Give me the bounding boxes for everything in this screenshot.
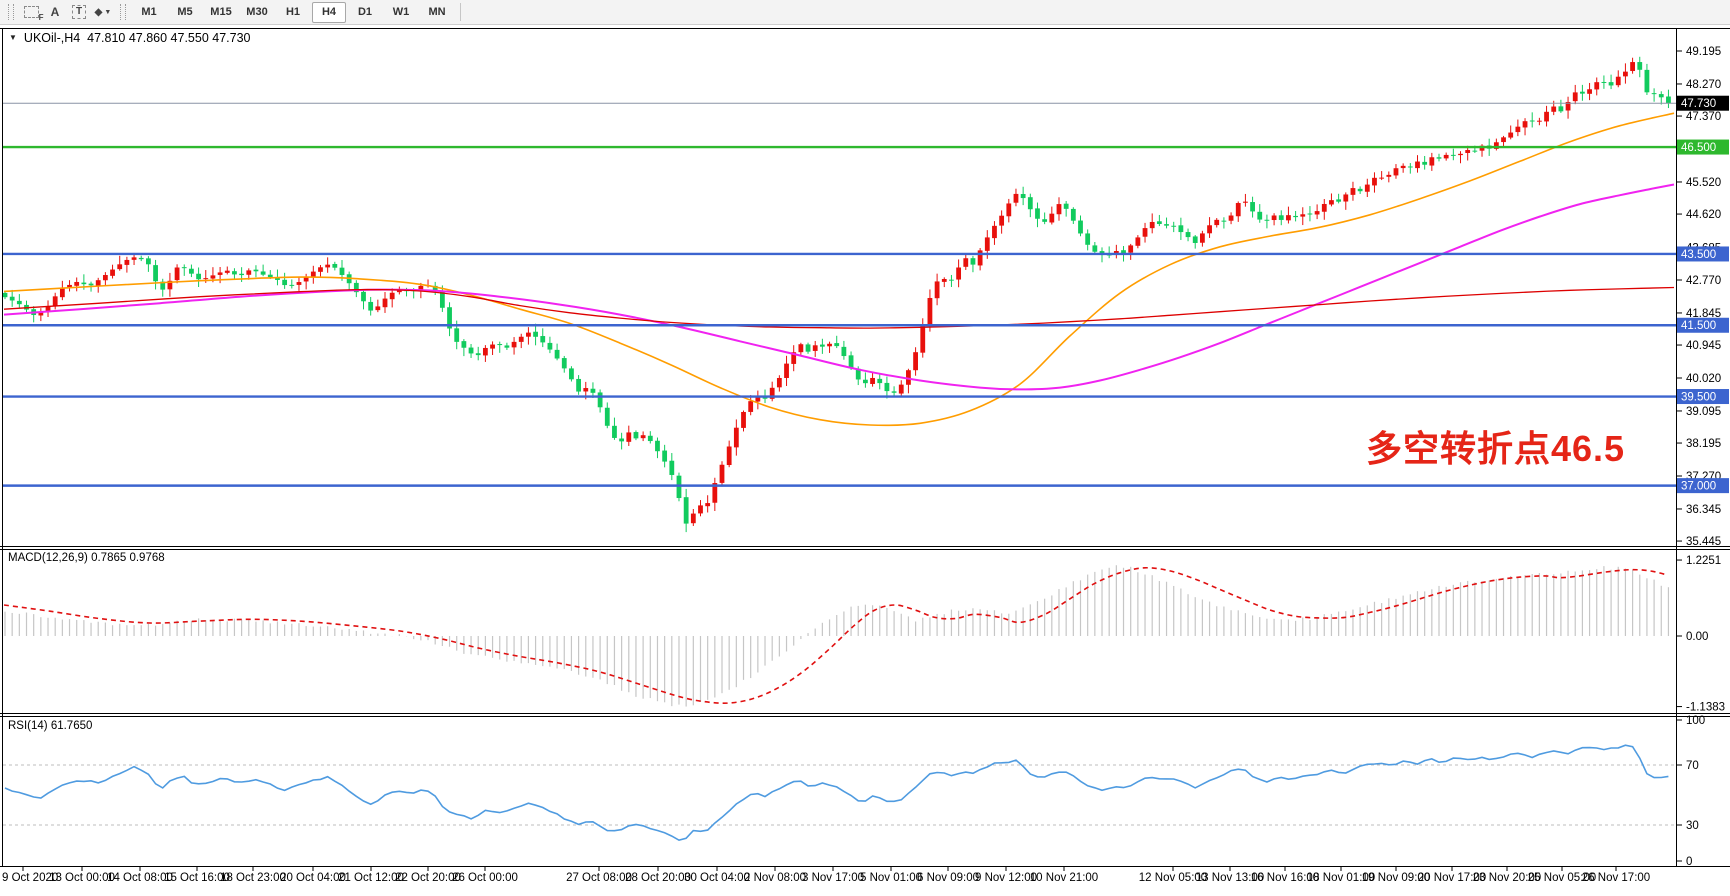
ma-orange-line	[3, 112, 1675, 427]
timeframe-button-M1[interactable]: M1	[141, 6, 157, 18]
svg-text:26 Oct 00:00: 26 Oct 00:00	[452, 872, 518, 884]
svg-text:28 Oct 20:00: 28 Oct 20:00	[625, 872, 691, 884]
toolbar-grip-2[interactable]	[120, 4, 126, 20]
svg-text:23 Nov 20:00: 23 Nov 20:00	[1473, 872, 1541, 884]
timeframe-button-H1[interactable]: H1	[285, 6, 301, 18]
svg-text:46.500: 46.500	[1681, 142, 1716, 154]
dropdown-caret-icon: ▼	[104, 8, 112, 16]
pane-frames	[0, 28, 1730, 867]
macd-signal-line	[3, 566, 1669, 705]
svg-text:41.845: 41.845	[1686, 308, 1721, 320]
text-label-icon: A	[50, 5, 60, 19]
svg-text:0.00: 0.00	[1686, 631, 1708, 643]
timeframe-button-H4[interactable]: H4	[312, 1, 346, 23]
svg-text:18 Nov 01:00: 18 Nov 01:00	[1307, 872, 1375, 884]
svg-text:70: 70	[1686, 760, 1699, 772]
svg-text:20 Nov 17:00: 20 Nov 17:00	[1418, 872, 1486, 884]
svg-text:45.520: 45.520	[1686, 177, 1721, 189]
svg-text:27 Oct 08:00: 27 Oct 08:00	[566, 872, 632, 884]
svg-text:37.000: 37.000	[1681, 481, 1716, 493]
svg-text:39.500: 39.500	[1681, 392, 1716, 404]
fibonacci-tool-button[interactable]: F	[21, 2, 44, 22]
svg-text:0: 0	[1686, 856, 1692, 868]
svg-text:40.020: 40.020	[1686, 373, 1721, 385]
svg-text:22 Oct 20:00: 22 Oct 20:00	[395, 872, 461, 884]
svg-text:16 Nov 16:00: 16 Nov 16:00	[1251, 872, 1319, 884]
timeframe-button-D1[interactable]: D1	[357, 6, 373, 18]
svg-text:13 Nov 13:00: 13 Nov 13:00	[1196, 872, 1264, 884]
macd-histogram	[4, 565, 1670, 707]
chart-canvas[interactable]: 49.19548.27047.37045.52044.62043.68542.7…	[0, 28, 1730, 896]
svg-text:20 Oct 04:00: 20 Oct 04:00	[280, 872, 346, 884]
svg-text:18 Oct 23:00: 18 Oct 23:00	[220, 872, 286, 884]
svg-text:42.770: 42.770	[1686, 275, 1721, 287]
svg-text:39.095: 39.095	[1686, 406, 1721, 418]
svg-text:10 Nov 21:00: 10 Nov 21:00	[1030, 872, 1098, 884]
svg-text:-1.1383: -1.1383	[1686, 702, 1725, 714]
svg-text:44.620: 44.620	[1686, 209, 1721, 221]
timeframe-button-group: M1 M5 M15 M30 H1 H4 D1 W1 MN	[131, 1, 455, 23]
svg-text:21 Oct 12:00: 21 Oct 12:00	[338, 872, 404, 884]
svg-text:30 Oct 04:00: 30 Oct 04:00	[684, 872, 750, 884]
timeframe-button-M5[interactable]: M5	[177, 6, 193, 18]
svg-text:35.445: 35.445	[1686, 536, 1721, 548]
svg-text:48.270: 48.270	[1686, 79, 1721, 91]
svg-text:9 Nov 12:00: 9 Nov 12:00	[975, 872, 1037, 884]
svg-text:9 Oct 2020: 9 Oct 2020	[2, 872, 58, 884]
svg-text:2 Nov 08:00: 2 Nov 08:00	[744, 872, 806, 884]
svg-text:26 Nov 17:00: 26 Nov 17:00	[1582, 872, 1650, 884]
svg-text:30: 30	[1686, 820, 1699, 832]
svg-text:38.195: 38.195	[1686, 438, 1721, 450]
timeframe-button-M15[interactable]: M15	[210, 6, 232, 18]
timeframe-button-MN[interactable]: MN	[428, 6, 446, 18]
fibonacci-icon: F	[23, 6, 44, 22]
svg-text:3 Nov 17:00: 3 Nov 17:00	[802, 872, 864, 884]
svg-text:47.730: 47.730	[1681, 98, 1716, 110]
text-tool-icon: T	[71, 5, 87, 19]
svg-text:19 Nov 09:00: 19 Nov 09:00	[1362, 872, 1430, 884]
svg-text:1.2251: 1.2251	[1686, 555, 1721, 567]
text-tool-button[interactable]: T	[69, 2, 89, 22]
arrow-tools-button[interactable]: ◆ ▼	[93, 2, 113, 22]
svg-text:43.500: 43.500	[1681, 249, 1716, 261]
svg-text:41.500: 41.500	[1681, 320, 1716, 332]
svg-text:6 Nov 09:00: 6 Nov 09:00	[917, 872, 979, 884]
toolbar: F A T ◆ ▼ M1 M5 M15 M30 H1 H4 D1 W1 MN	[0, 0, 1730, 25]
svg-text:100: 100	[1686, 715, 1705, 727]
svg-text:47.370: 47.370	[1686, 111, 1721, 123]
toolbar-grip[interactable]	[8, 4, 14, 20]
svg-text:15 Oct 16:00: 15 Oct 16:00	[164, 872, 230, 884]
svg-text:13 Oct 00:00: 13 Oct 00:00	[49, 872, 115, 884]
svg-text:5 Nov 01:00: 5 Nov 01:00	[860, 872, 922, 884]
svg-text:25 Nov 05:00: 25 Nov 05:00	[1528, 872, 1596, 884]
timeframe-button-W1[interactable]: W1	[392, 6, 410, 18]
svg-text:12 Nov 05:00: 12 Nov 05:00	[1139, 872, 1207, 884]
ma-red-line	[3, 286, 1675, 329]
svg-text:40.945: 40.945	[1686, 340, 1721, 352]
toolbar-separator	[460, 3, 461, 21]
candlestick-series	[3, 56, 1671, 533]
price-axis[interactable]: 49.19548.27047.37045.52044.62043.68542.7…	[1676, 28, 1730, 868]
svg-text:14 Oct 08:00: 14 Oct 08:00	[107, 872, 173, 884]
arrow-tools-icon: ◆	[94, 6, 103, 18]
svg-text:49.195: 49.195	[1686, 46, 1721, 58]
svg-text:36.345: 36.345	[1686, 504, 1721, 516]
rsi-line	[4, 744, 1669, 842]
timeframe-button-M30[interactable]: M30	[246, 6, 268, 18]
text-label-button[interactable]: A	[45, 2, 65, 22]
